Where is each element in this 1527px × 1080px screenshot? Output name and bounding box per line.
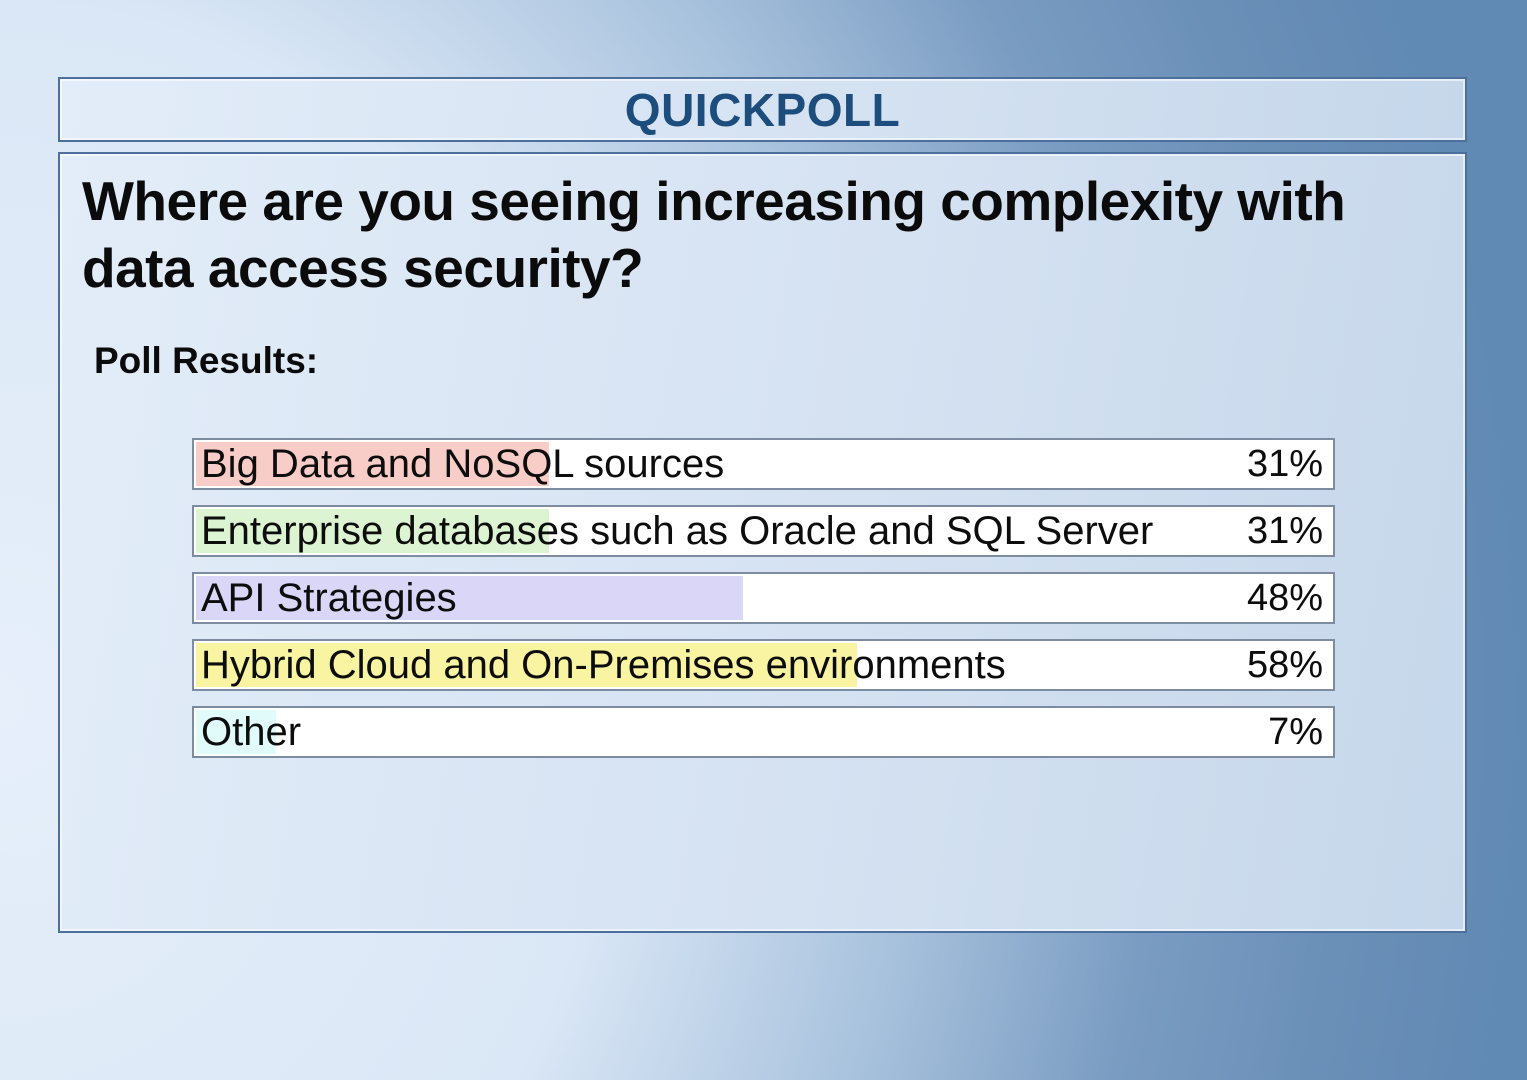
poll-option-row: Other 7% — [192, 706, 1335, 758]
poll-option-percent: 58% — [1246, 643, 1323, 686]
poll-option-row: Hybrid Cloud and On-Premises environment… — [192, 639, 1335, 691]
poll-option-label: Enterprise databases such as Oracle and … — [201, 508, 1154, 553]
result-bar — [196, 442, 550, 486]
poll-option-row: API Strategies 48% — [192, 572, 1335, 624]
poll-option-label: API Strategies — [201, 575, 457, 620]
poll-option-percent: 31% — [1246, 442, 1323, 485]
poll-option-percent: 48% — [1246, 576, 1323, 619]
quickpoll-header-panel: QUICKPOLL — [58, 77, 1467, 142]
result-bar — [196, 643, 857, 687]
poll-option-percent: 7% — [1268, 710, 1323, 753]
quickpoll-title: QUICKPOLL — [624, 83, 901, 136]
poll-option-row: Big Data and NoSQL sources 31% — [192, 438, 1335, 490]
poll-option-label: Hybrid Cloud and On-Premises environment… — [201, 642, 1006, 687]
poll-option-label: Big Data and NoSQL sources — [201, 441, 725, 486]
poll-option-label: Other — [201, 709, 302, 754]
poll-option-percent: 31% — [1246, 509, 1323, 552]
poll-content-panel: Where are you seeing increasing complexi… — [58, 152, 1467, 933]
poll-results-list: Big Data and NoSQL sources 31% Enterpris… — [192, 438, 1335, 773]
poll-results-label: Poll Results: — [94, 340, 319, 381]
result-bar — [196, 576, 743, 620]
result-bar — [196, 710, 276, 754]
result-bar — [196, 509, 550, 553]
poll-option-row: Enterprise databases such as Oracle and … — [192, 505, 1335, 557]
poll-question: Where are you seeing increasing complexi… — [82, 170, 1346, 299]
